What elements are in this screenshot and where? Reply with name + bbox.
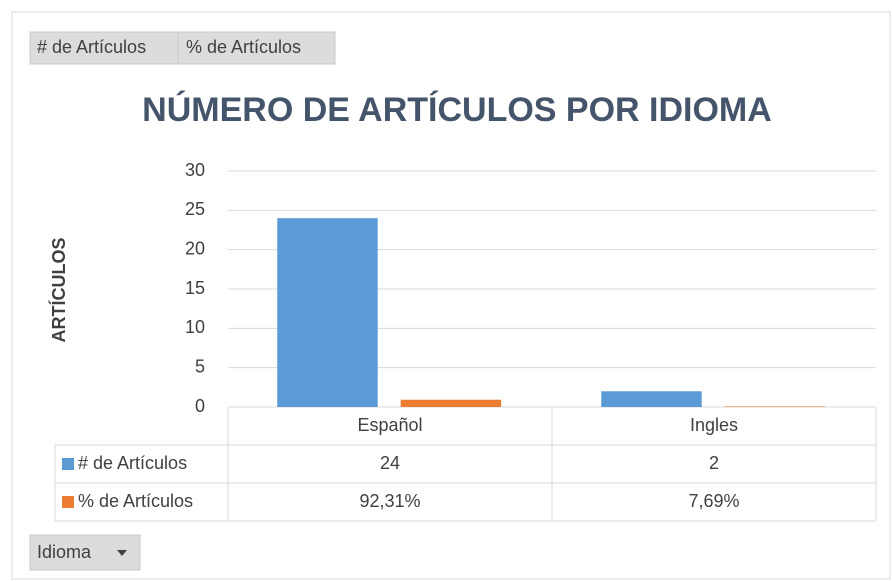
data-table-value: 92,31% — [359, 491, 420, 511]
y-tick-label: 10 — [185, 317, 205, 337]
field-button[interactable] — [29, 31, 179, 65]
field-button[interactable] — [177, 31, 336, 65]
bar — [724, 406, 826, 407]
y-axis-label: ARTÍCULOS — [48, 238, 69, 343]
bar — [400, 399, 502, 407]
field-button-label: # de Artículos — [37, 37, 146, 57]
chart-border — [11, 11, 891, 580]
legend-swatch — [62, 496, 74, 508]
y-tick-label: 5 — [195, 356, 205, 376]
legend-label: # de Artículos — [78, 453, 187, 473]
chart-title: NÚMERO DE ARTÍCULOS POR IDIOMA — [142, 91, 772, 129]
legend-label: % de Artículos — [78, 491, 193, 511]
bar — [277, 218, 378, 407]
bar — [601, 391, 702, 407]
x-tick-label: Ingles — [690, 415, 738, 435]
y-tick-label: 0 — [195, 396, 205, 416]
y-tick-label: 15 — [185, 278, 205, 298]
data-table-value: 7,69% — [688, 491, 739, 511]
data-table-value: 2 — [709, 453, 719, 473]
field-button-label: % de Artículos — [186, 37, 301, 57]
y-tick-label: 30 — [185, 160, 205, 180]
data-table-value: 24 — [380, 453, 400, 473]
y-tick-label: 20 — [185, 238, 205, 258]
axis-field-button-label: Idioma — [37, 542, 92, 562]
y-tick-label: 25 — [185, 199, 205, 219]
legend-swatch — [62, 458, 74, 470]
dropdown-arrow — [117, 550, 127, 556]
x-tick-label: Español — [357, 415, 422, 435]
